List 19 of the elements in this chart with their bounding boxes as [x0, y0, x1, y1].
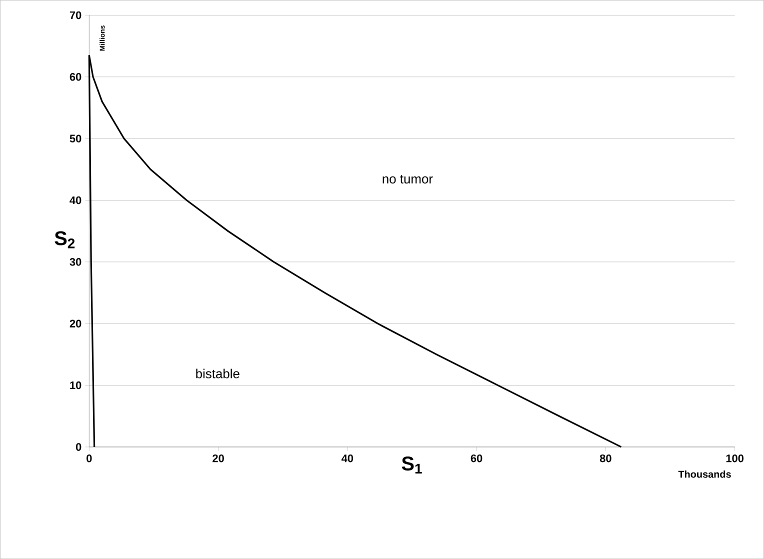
y-tick-label: 10 — [70, 381, 82, 390]
x-axis-title: S$_{1}$ — [402, 456, 422, 474]
y-tick-label: 20 — [70, 320, 82, 328]
annotation: no tumor — [382, 174, 433, 184]
text: Thousands — [678, 470, 731, 478]
y-tick-label: 50 — [70, 134, 82, 142]
annotation: bistable — [196, 368, 240, 378]
y-tick-label: 0 — [76, 443, 82, 451]
x-tick-label: 80 — [600, 454, 612, 462]
y-tick-label: 70 — [70, 11, 82, 20]
x-tick-label: 40 — [342, 454, 354, 462]
y-tick-label: 40 — [70, 196, 82, 204]
x-tick-label: 60 — [470, 454, 482, 462]
x-tick-label: 20 — [212, 454, 224, 462]
x-tick-label: 100 — [726, 454, 744, 462]
x-tick-label: 0 — [86, 454, 92, 462]
y-axis-title: S$_{2}$ — [54, 231, 75, 248]
y-tick-label: 30 — [70, 258, 82, 266]
y-tick-label: 60 — [70, 72, 82, 81]
